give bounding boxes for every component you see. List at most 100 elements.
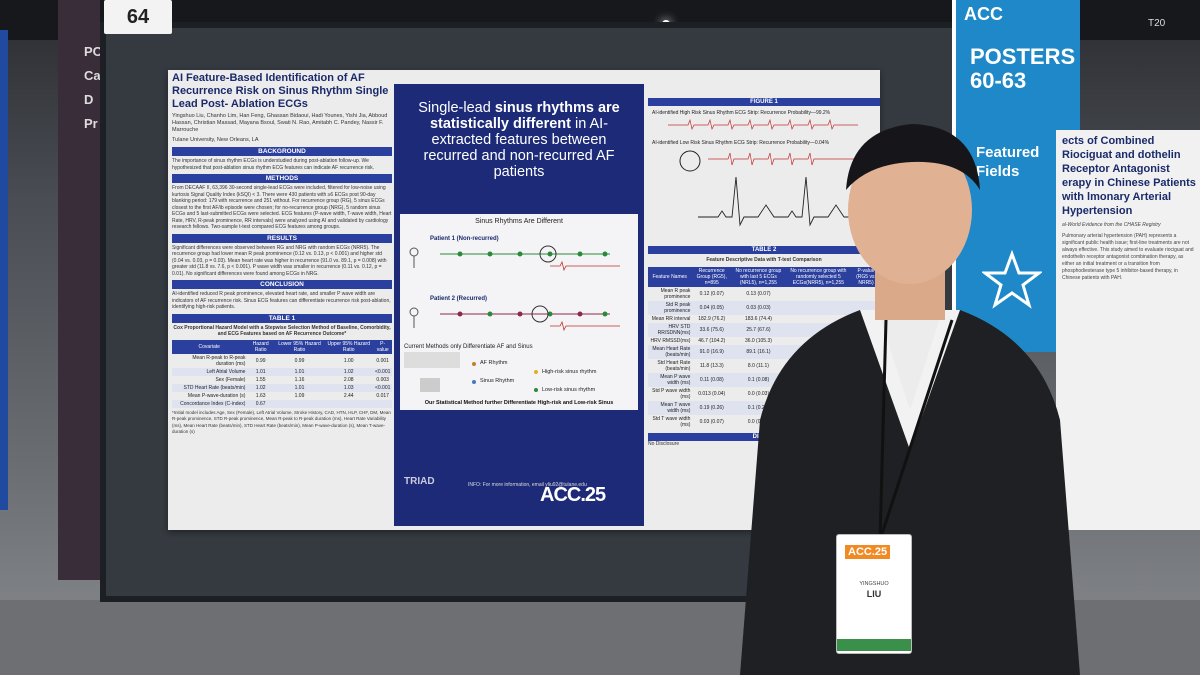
patient-2-label: Patient 2 (Recurred) [430,296,488,302]
badge-first-name: YINGSHUO [859,581,889,587]
table2-row: HRV RMSSD(ms) 46.7 (104.2) 36.0 (105.3) [648,337,880,345]
table1-cell: 1.01 [246,367,275,376]
table1-cell: Mean P-wave-duration (s) [187,392,246,399]
table2-cell: HRV RMSSD(ms) [650,337,691,344]
poster-affiliation: Tulane University, New Orleans, LA [172,137,259,143]
table2-cell: Std T wave width (ms) [652,415,691,428]
neighbor-poster-title: ects of Combined Riociguat and dothelin … [1062,135,1196,217]
no-disclosure-text: No Disclosure [648,440,680,447]
low-risk-label: Low-risk sinus rhythm [542,387,596,393]
table2-cell: 0.013 (0.04) [698,390,726,397]
table2-cell: 0.1 (0.08) [732,372,785,387]
diagram-footer: Our Statistical Method further Different… [424,400,614,406]
table1-row: Left Atrial Volume 1.01 1.01 1.02 <0.001 [172,367,392,376]
table1-row: Sex (Female) 1.55 1.16 2.08 0.003 [172,376,392,384]
hero-part: in AI-extracted features between recurre… [423,116,615,180]
table2-cell [784,300,852,315]
research-poster: AI Feature-Based Identification of AF Re… [168,70,880,530]
table1-cell: 0.99 [255,357,266,364]
table2-cell: 8.0 (11.1) [747,362,769,369]
table2-cell: 0.19 (0.26) [691,400,733,415]
table1-cell: 1.00 [343,357,354,364]
table2-row: Std T wave width (ms) 0.03 (0.07) 0.0 (0.0… [648,415,880,429]
hero-statement: Single-lead sinus rhythms are statistica… [404,100,634,180]
triad-logo: TRIAD [404,476,435,487]
poster-center-column: Single-lead sinus rhythms are statistica… [394,84,644,526]
current-methods-label: Current Methods only Differentiate AF an… [404,344,533,350]
table2-cell: 0.0 (0.03) [747,390,770,397]
section-heading-conclusion: CONCLUSION [172,280,392,289]
table1-cell: 1.02 [324,367,374,376]
ecg-annotated-diagram [679,150,860,227]
table2-cell: 0.12 (0.07) [699,290,724,297]
banner-posters-line: POSTERS [970,44,1076,69]
left-panel-text: PO Car D Pr [84,44,104,131]
high-risk-label: High-risk sinus rhythm [542,369,597,375]
table2-cell: 0.03 (0.07) [699,418,724,425]
name-badge: ACC.25 YINGSHUO LIU [836,534,912,654]
table2-cell: 0.13 (0.07) [746,290,771,297]
table2-cell: HRV STD RR/SDNN(ms) [648,322,692,337]
table2-cell: Mean P wave width (ms) [648,372,692,387]
table1-header-cell: Upper 95% Hazard Ratio [324,339,374,354]
table2-header-cell: Feature Names [648,266,692,287]
poster-left-column: AI Feature-Based Identification of AF Re… [172,72,392,528]
table2: Feature Names Recurrence Group (RG5), n=8… [648,266,880,429]
board-number: 64 [104,0,172,34]
table1-cell: 1.16 [294,376,305,383]
badge-acc-logo: ACC.25 [845,545,891,559]
conclusion-text: AI-identified reduced R peak prominence,… [172,291,391,310]
table1-header-cell: Covariate [172,339,247,354]
table1-note: *Initial model includes Age, Sex (Female… [172,409,391,435]
ecg-strip-high-label: AI-identified High Risk Sinus Rhythm ECG… [652,110,831,116]
table2-cell: 0.0 (0.07) [747,418,770,425]
table2-cell: 91.0 (16.9) [691,344,733,359]
section-heading-methods: METHODS [172,174,392,183]
table2-cell: 0.11 (0.08) [691,372,733,387]
poster-title: AI Feature-Based Identification of AF Re… [172,72,389,110]
table1-cell: Mean R-peak to R-peak duration (ms) [192,354,246,367]
table2-header-cell: No recurrence group with last 5 ECGs (NR… [732,266,785,287]
neighbor-poster-subtitle: al-World Evidence from the CHASE Registr… [1062,222,1161,228]
table1-cell [324,399,374,408]
table2-cell: 0.03 (0.03) [732,300,785,315]
table1-caption: Cox Proportional Hazard Model with a Ste… [173,324,391,338]
background-text: The importance of sinus rhythm ECGs is u… [172,158,375,171]
ecg-strip-high [668,118,858,131]
table2-cell: Std Heart Rate (beats/min) [657,359,691,372]
table1-cell: 1.03 [324,383,374,392]
table1-cell: STD Heart Rate (beats/min) [172,383,247,392]
table1-cell [373,399,392,408]
neighbor-poster-text: Pulmonary arterial hypertension (PAH) re… [1062,233,1194,281]
table2-cell: Mean Heart Rate (beats/min) [648,344,692,359]
results-text: Significant differences were observed be… [172,244,387,277]
banner-featured-text: Featured Fields [976,143,1080,181]
booth-sign: T20 [1148,18,1166,29]
table1-cell: 0.017 [376,392,389,399]
table2-cell: Std R peak prominence [648,300,692,315]
af-rhythm-label: AF Rhythm [480,360,508,366]
table2-row: Std Heart Rate (beats/min) 11.8 (13.3) 8.0… [648,359,880,373]
table1-cell: 0.67 [246,399,275,408]
table2-header-cell: No recurrence group with randomly select… [784,266,852,287]
table2-cell: 36.0 (105.3) [744,337,772,344]
table1-cell: 0.001 [376,357,389,364]
edge-poster-strip [0,30,8,510]
table2-cell: 0.04 (0.05) [691,300,733,315]
table1-cell: 0.003 [376,376,389,383]
table2-header-cell: P-value (RG5 vs. NRR5) [851,266,880,287]
table2-cell: Std P wave width (ms) [652,387,691,400]
table2-cell: Mean R peak prominence [660,287,691,300]
table1-cell: 1.01 [274,367,325,376]
table2-header-cell: Recurrence Group (RG5), n=895 [691,266,733,287]
methods-text: From DECAAF II, 63,396 30-second single-… [172,185,392,230]
banner-posters-range: 60-63 [970,68,1027,93]
table1-row: Mean P-wave-duration (s) 1.63 1.09 2.44 0.01… [172,392,392,400]
banner-fields-line: Fields [976,163,1020,180]
table1-cell: 1.63 [255,392,266,399]
table2-caption: Feature Descriptive Data with T-test Com… [706,257,822,263]
table2-heading: TABLE 2 [648,246,880,254]
section-heading-table1: TABLE 1 [172,313,392,323]
table2-cell: 25.7 (67.6) [732,322,785,337]
